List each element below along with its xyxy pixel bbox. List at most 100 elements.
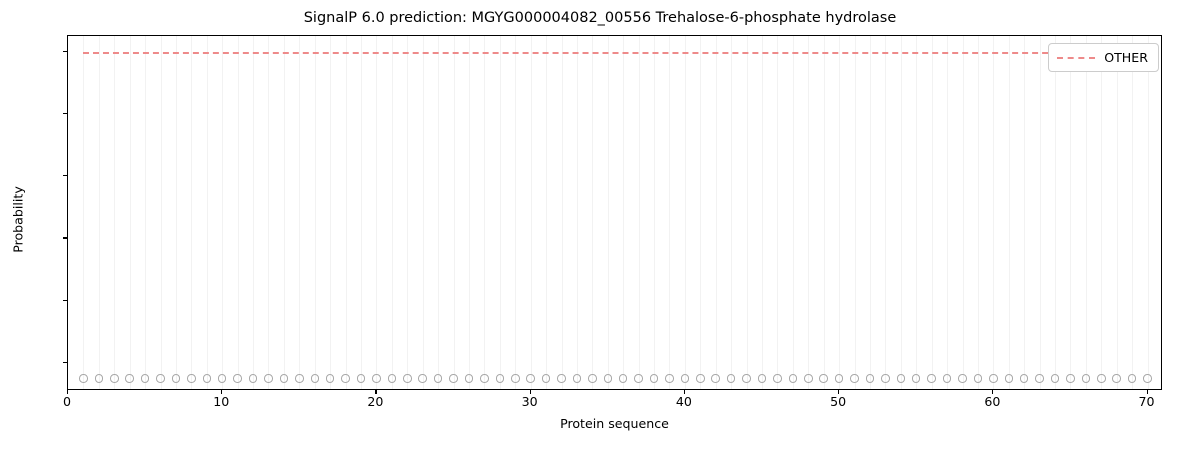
residue-marker bbox=[433, 374, 443, 383]
gridline-vertical bbox=[299, 36, 301, 389]
residue-marker bbox=[618, 374, 628, 383]
gridline-vertical bbox=[993, 36, 995, 389]
page-title: SignalP 6.0 prediction: MGYG000004082_00… bbox=[303, 10, 897, 26]
gridline-vertical bbox=[684, 36, 686, 389]
gridline-vertical bbox=[237, 36, 239, 389]
residue-marker bbox=[233, 374, 242, 383]
residue-marker bbox=[1019, 374, 1029, 383]
gridline-vertical bbox=[669, 36, 671, 389]
residue-marker bbox=[171, 374, 181, 383]
gridline-vertical bbox=[1132, 36, 1134, 389]
residue-marker bbox=[511, 374, 520, 383]
residue-marker bbox=[264, 374, 273, 383]
gridline-vertical bbox=[977, 36, 979, 389]
residue-marker bbox=[1112, 374, 1121, 383]
residue-marker bbox=[372, 374, 381, 383]
residue-marker bbox=[557, 374, 566, 383]
residue-marker bbox=[773, 374, 782, 383]
x-axis-label: Protein sequence bbox=[560, 416, 669, 431]
gridline-vertical bbox=[160, 36, 162, 389]
gridline-vertical bbox=[731, 36, 733, 389]
gridline-vertical bbox=[623, 36, 625, 389]
gridline-vertical bbox=[1055, 36, 1057, 389]
gridline-vertical bbox=[530, 36, 532, 389]
gridline-vertical bbox=[345, 36, 347, 389]
residue-marker bbox=[634, 374, 643, 383]
gridline-vertical bbox=[515, 36, 517, 389]
residue-marker bbox=[480, 374, 489, 383]
y-tick-mark bbox=[63, 237, 67, 239]
residue-marker bbox=[1035, 374, 1044, 383]
residue-marker bbox=[1143, 374, 1152, 383]
residue-marker bbox=[834, 374, 844, 383]
y-tick-mark bbox=[63, 361, 67, 364]
gridline-vertical bbox=[576, 36, 578, 389]
gridline-vertical bbox=[468, 36, 470, 389]
residue-marker bbox=[79, 374, 88, 383]
residue-marker bbox=[356, 374, 366, 383]
residue-marker bbox=[125, 374, 134, 383]
gridline-vertical bbox=[222, 36, 224, 389]
gridline-vertical bbox=[268, 36, 270, 389]
y-tick-mark bbox=[63, 112, 67, 114]
gridline-vertical bbox=[206, 36, 208, 389]
x-tick-label: 20 bbox=[367, 394, 384, 409]
residue-marker bbox=[726, 374, 736, 383]
residue-marker bbox=[680, 374, 690, 383]
plot-area: MADFRKSVVYQIYPKSFCDSDGDGFGDLRGVIGKLDYIQK… bbox=[67, 35, 1162, 390]
x-tick-label: 10 bbox=[213, 394, 230, 409]
gridline-vertical bbox=[546, 36, 548, 389]
x-tick-mark bbox=[838, 390, 840, 394]
residue-marker bbox=[896, 374, 906, 383]
legend[interactable]: OTHER bbox=[1048, 43, 1159, 72]
legend-swatch-other bbox=[1057, 56, 1096, 59]
residue-marker bbox=[696, 374, 705, 383]
residue-marker bbox=[140, 374, 150, 383]
gridline-vertical bbox=[145, 36, 147, 389]
series-line-other bbox=[83, 51, 1148, 54]
residue-marker bbox=[1004, 374, 1014, 383]
residue-marker bbox=[295, 374, 304, 383]
x-tick-label: 0 bbox=[62, 394, 72, 409]
residue-marker bbox=[850, 374, 859, 383]
gridline-vertical bbox=[808, 36, 810, 389]
gridline-vertical bbox=[83, 36, 85, 389]
residue-marker bbox=[989, 374, 998, 383]
gridline-vertical bbox=[654, 36, 656, 389]
gridline-vertical bbox=[407, 36, 409, 389]
y-tick-mark bbox=[63, 299, 67, 301]
residue-marker bbox=[110, 374, 119, 383]
gridline-vertical bbox=[422, 36, 424, 389]
residue-marker bbox=[341, 374, 350, 383]
residue-marker bbox=[1097, 374, 1106, 383]
gridline-vertical bbox=[98, 36, 100, 389]
residue-marker bbox=[942, 374, 952, 383]
residue-marker bbox=[541, 374, 551, 383]
gridline-vertical bbox=[1085, 36, 1087, 389]
residue-marker bbox=[1127, 374, 1137, 383]
gridline-vertical bbox=[792, 36, 794, 389]
gridline-vertical bbox=[762, 36, 763, 389]
gridline-vertical bbox=[885, 36, 887, 389]
legend-label-other: OTHER bbox=[1104, 50, 1148, 65]
residue-marker bbox=[387, 374, 397, 383]
gridline-vertical bbox=[1008, 36, 1010, 389]
residue-marker bbox=[588, 374, 597, 383]
x-tick-mark bbox=[992, 390, 994, 394]
gridline-vertical bbox=[746, 36, 748, 389]
gridline-vertical bbox=[561, 36, 563, 389]
gridline-vertical bbox=[900, 36, 902, 389]
gridline-vertical bbox=[114, 36, 116, 389]
gridline-vertical bbox=[839, 36, 841, 389]
residue-marker bbox=[156, 374, 165, 383]
residue-marker bbox=[1081, 374, 1091, 383]
gridline-vertical bbox=[916, 36, 918, 389]
residue-marker bbox=[187, 374, 196, 383]
residue-marker bbox=[449, 374, 458, 383]
residue-marker bbox=[94, 374, 104, 383]
x-tick-label: 40 bbox=[675, 394, 692, 409]
gridline-vertical bbox=[391, 36, 393, 389]
residue-marker bbox=[1050, 374, 1060, 383]
gridline-vertical bbox=[253, 36, 255, 389]
gridline-vertical bbox=[1039, 36, 1041, 389]
